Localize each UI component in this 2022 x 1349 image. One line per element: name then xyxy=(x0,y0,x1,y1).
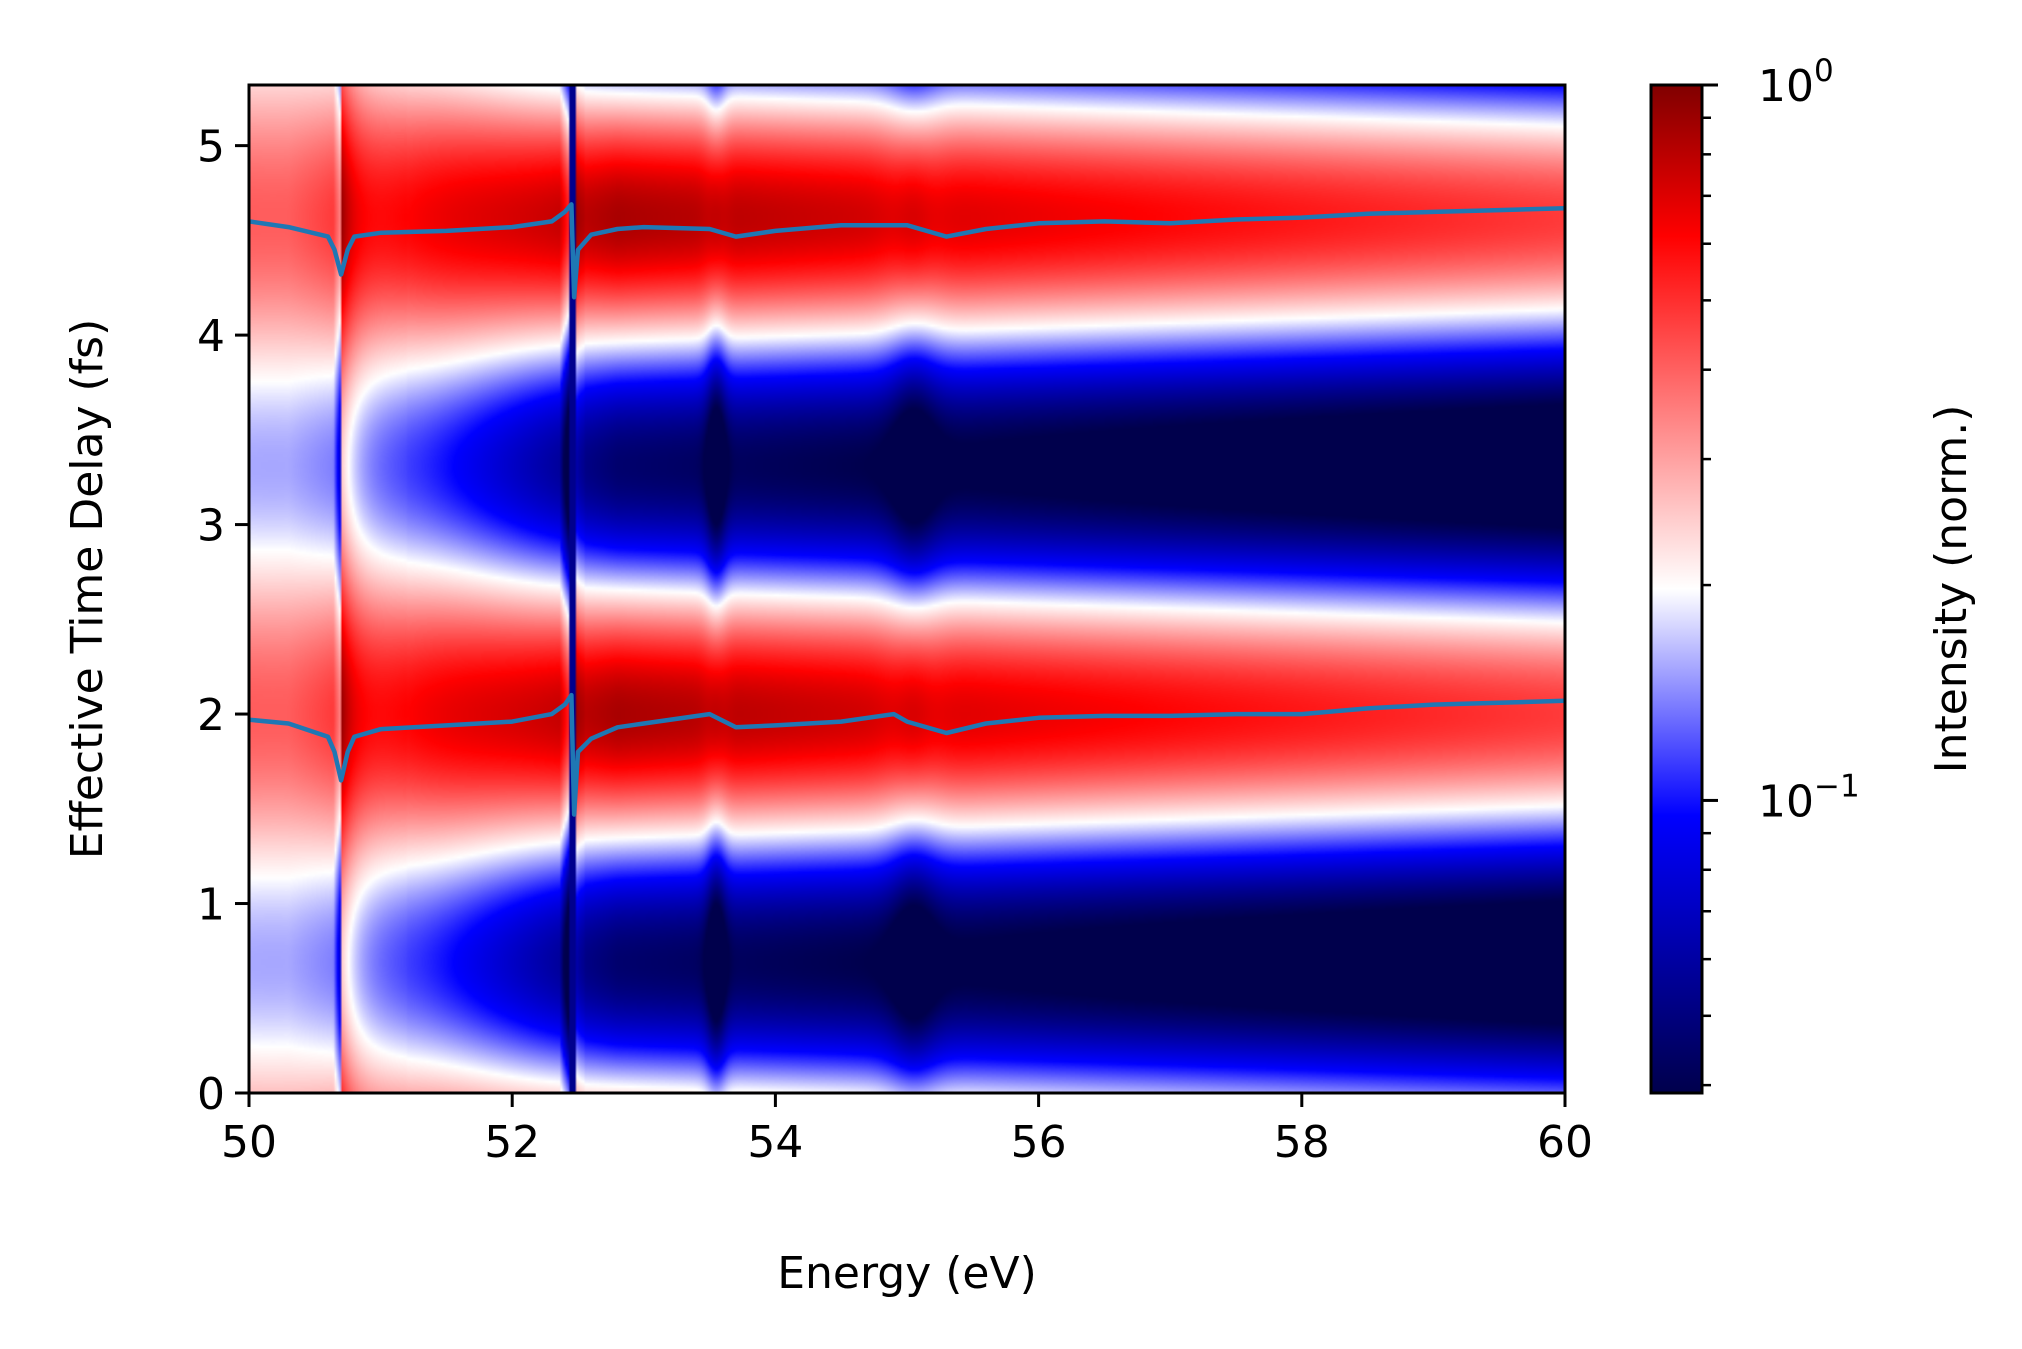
x-tick-label: 52 xyxy=(484,1117,540,1168)
x-tick-label: 50 xyxy=(221,1117,277,1168)
y-tick-label: 0 xyxy=(197,1069,225,1120)
x-tick-label: 60 xyxy=(1537,1117,1593,1168)
y-axis-ticks: 0 1 2 3 4 5 xyxy=(197,122,249,1120)
heatmap-image xyxy=(249,85,1565,1093)
colorbar-label: Intensity (norm.) xyxy=(1926,405,1977,774)
x-tick-label: 54 xyxy=(747,1117,803,1168)
y-tick-label: 1 xyxy=(197,880,225,931)
colorbar-tick-label: 100 xyxy=(1758,53,1834,112)
spectrum-traces xyxy=(249,202,1565,817)
colorbar xyxy=(1649,83,1704,1095)
x-axis-ticks: 50 52 54 56 58 60 xyxy=(221,1093,1593,1168)
y-axis-label: Effective Time Delay (fs) xyxy=(62,319,113,860)
y-tick-label: 3 xyxy=(197,501,225,552)
y-tick-label: 5 xyxy=(197,122,225,173)
x-axis-label: Energy (eV) xyxy=(777,1248,1037,1299)
colorbar-ticks: 100 10−1 xyxy=(1702,53,1860,1087)
y-tick-label: 2 xyxy=(197,690,225,741)
spectrum-trace-line xyxy=(249,692,1565,817)
spectrum-trace-line xyxy=(249,202,1565,300)
plot-frame xyxy=(247,83,1567,1095)
y-tick-label: 4 xyxy=(197,311,225,362)
x-tick-label: 58 xyxy=(1274,1117,1330,1168)
colorbar-tick-label: 10−1 xyxy=(1758,768,1860,827)
x-tick-label: 56 xyxy=(1011,1117,1067,1168)
